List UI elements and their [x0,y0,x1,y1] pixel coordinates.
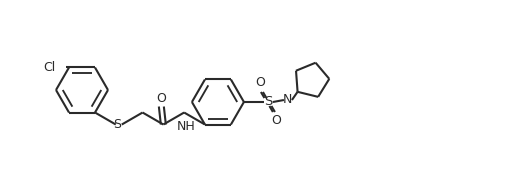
Text: S: S [264,95,272,109]
Text: Cl: Cl [43,61,55,74]
Text: O: O [255,77,265,89]
Text: NH: NH [177,120,196,132]
Text: O: O [156,92,167,105]
Text: S: S [113,118,121,131]
Text: N: N [283,94,293,106]
Text: O: O [271,115,281,127]
